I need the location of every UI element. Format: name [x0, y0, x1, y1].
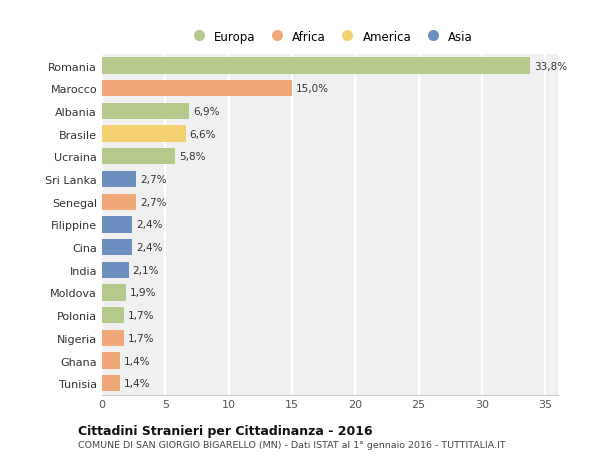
Text: 5,8%: 5,8% [179, 152, 206, 162]
Text: 2,7%: 2,7% [140, 197, 167, 207]
Text: 15,0%: 15,0% [296, 84, 329, 94]
Text: 2,4%: 2,4% [136, 242, 163, 252]
Bar [102, 194, 136, 210]
Text: 6,6%: 6,6% [190, 129, 216, 140]
Bar [102, 240, 133, 256]
Bar [102, 330, 124, 346]
Text: 1,7%: 1,7% [127, 333, 154, 343]
Text: 2,4%: 2,4% [136, 220, 163, 230]
Text: 1,7%: 1,7% [127, 310, 154, 320]
Bar [102, 308, 124, 324]
Bar [102, 285, 126, 301]
Text: 1,9%: 1,9% [130, 288, 157, 298]
Text: COMUNE DI SAN GIORGIO BIGARELLO (MN) - Dati ISTAT al 1° gennaio 2016 - TUTTITALI: COMUNE DI SAN GIORGIO BIGARELLO (MN) - D… [78, 441, 506, 449]
Bar [102, 126, 185, 142]
Bar [102, 353, 120, 369]
Bar [102, 58, 530, 74]
Text: 33,8%: 33,8% [534, 62, 567, 72]
Text: 2,7%: 2,7% [140, 174, 167, 185]
Text: Cittadini Stranieri per Cittadinanza - 2016: Cittadini Stranieri per Cittadinanza - 2… [78, 424, 373, 437]
Bar [102, 81, 292, 97]
Bar [102, 375, 120, 392]
Bar [102, 217, 133, 233]
Legend: Europa, Africa, America, Asia: Europa, Africa, America, Asia [184, 27, 476, 47]
Text: 1,4%: 1,4% [124, 356, 150, 366]
Bar [102, 149, 175, 165]
Bar [102, 172, 136, 188]
Text: 2,1%: 2,1% [133, 265, 159, 275]
Text: 6,9%: 6,9% [193, 106, 220, 117]
Bar [102, 104, 190, 120]
Bar [102, 262, 128, 278]
Text: 1,4%: 1,4% [124, 378, 150, 388]
